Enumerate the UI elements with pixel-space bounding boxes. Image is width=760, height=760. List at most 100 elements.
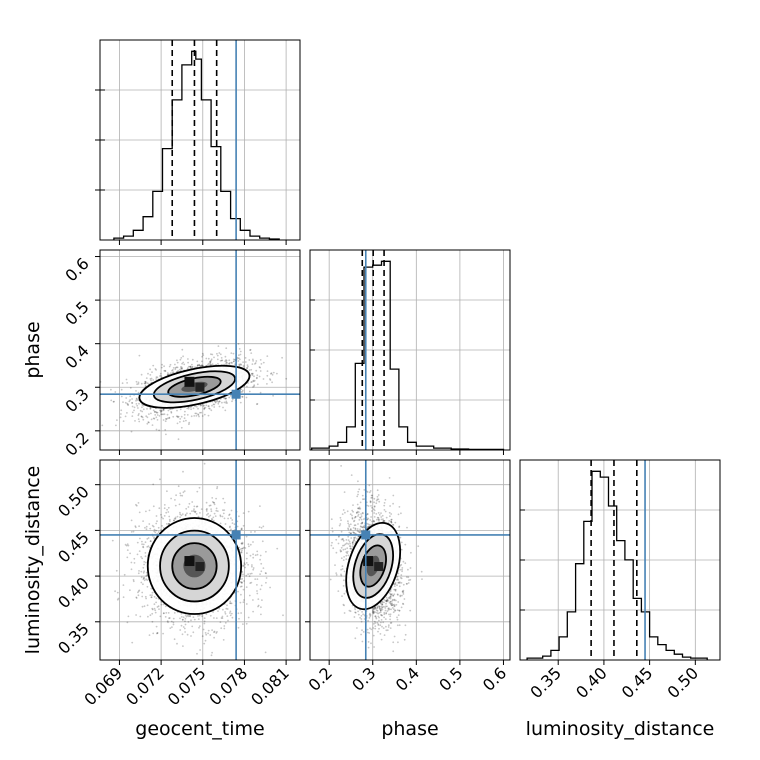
sample-point <box>216 486 219 488</box>
sample-point <box>137 414 140 417</box>
sample-point <box>117 597 120 600</box>
sample-point <box>186 633 189 636</box>
sample-point <box>142 546 145 549</box>
sample-point <box>225 397 227 400</box>
sample-point <box>252 568 255 571</box>
sample-point <box>210 358 213 361</box>
sample-point <box>260 613 262 616</box>
sample-point <box>202 405 205 407</box>
sample-point <box>158 415 161 417</box>
sample-point <box>207 364 209 366</box>
sample-point <box>241 395 244 398</box>
sample-point <box>187 506 190 508</box>
sample-point <box>195 505 198 508</box>
sample-point <box>174 363 176 366</box>
sample-point <box>163 369 166 372</box>
sample-point <box>203 413 206 416</box>
sample-point <box>143 579 146 582</box>
sample-point <box>389 590 392 593</box>
sample-point <box>203 404 206 407</box>
sample-point <box>250 352 253 354</box>
sample-point <box>383 605 385 608</box>
sample-point <box>229 614 232 617</box>
sample-point <box>210 508 213 510</box>
sample-point <box>148 413 150 415</box>
sample-point <box>341 568 344 570</box>
sample-point <box>169 408 171 411</box>
sample-point <box>211 404 213 407</box>
sample-point <box>360 513 362 515</box>
sample-point <box>119 416 122 419</box>
sample-point <box>236 357 239 360</box>
sample-point <box>155 376 158 379</box>
sample-point <box>265 572 267 575</box>
sample-point <box>368 523 371 526</box>
sample-point <box>173 612 176 614</box>
sample-point <box>213 501 216 504</box>
sample-point <box>134 525 137 527</box>
sample-point <box>130 561 133 564</box>
sample-point <box>155 601 158 604</box>
sample-point <box>155 378 158 380</box>
sample-point <box>242 524 245 527</box>
sample-point <box>131 641 134 644</box>
histogram-step <box>113 50 280 240</box>
sample-point <box>260 570 263 573</box>
sample-point <box>254 362 257 364</box>
sample-point <box>140 556 143 558</box>
sample-point <box>247 563 250 566</box>
sample-point <box>115 569 118 572</box>
sample-point <box>156 419 159 421</box>
sample-point <box>242 565 245 568</box>
sample-point <box>151 608 154 611</box>
sample-point <box>354 608 357 611</box>
sample-point <box>155 411 158 414</box>
sample-point <box>139 409 142 412</box>
sample-point <box>189 512 192 515</box>
sample-point <box>137 502 140 504</box>
sample-point <box>218 400 221 403</box>
sample-point <box>211 518 214 521</box>
sample-point <box>168 515 171 518</box>
sample-point <box>240 528 243 530</box>
sample-point <box>252 360 255 362</box>
sample-point <box>143 563 146 566</box>
sample-point <box>147 372 149 375</box>
sample-point <box>229 612 231 614</box>
sample-point <box>380 607 383 610</box>
sample-point <box>189 365 192 368</box>
sample-point <box>259 558 261 561</box>
sample-point <box>152 505 155 508</box>
sample-point <box>259 370 262 372</box>
sample-point <box>231 362 233 364</box>
sample-point <box>201 352 204 355</box>
sample-point <box>228 363 231 365</box>
sample-point <box>144 526 146 529</box>
sample-point <box>220 357 223 359</box>
sample-point <box>357 511 360 513</box>
sample-point <box>154 611 157 614</box>
sample-point <box>396 618 399 621</box>
sample-point <box>252 599 254 601</box>
sample-point <box>187 365 190 368</box>
sample-point <box>190 619 192 622</box>
sample-point <box>253 384 256 387</box>
sample-point <box>222 608 224 611</box>
sample-point <box>122 596 125 599</box>
sample-point <box>126 556 129 559</box>
sample-point <box>229 602 232 605</box>
sample-point <box>133 557 136 560</box>
sample-point <box>128 400 131 403</box>
sample-point <box>241 396 244 398</box>
sample-point <box>173 638 176 641</box>
sample-point <box>217 610 219 612</box>
sample-point <box>270 372 272 375</box>
sample-point <box>260 526 263 529</box>
sample-point <box>122 584 125 586</box>
sample-point <box>393 593 396 596</box>
sample-point <box>347 535 350 538</box>
sample-point <box>269 378 271 380</box>
sample-point <box>197 414 200 416</box>
sample-point <box>124 543 127 546</box>
sample-point <box>166 508 169 511</box>
